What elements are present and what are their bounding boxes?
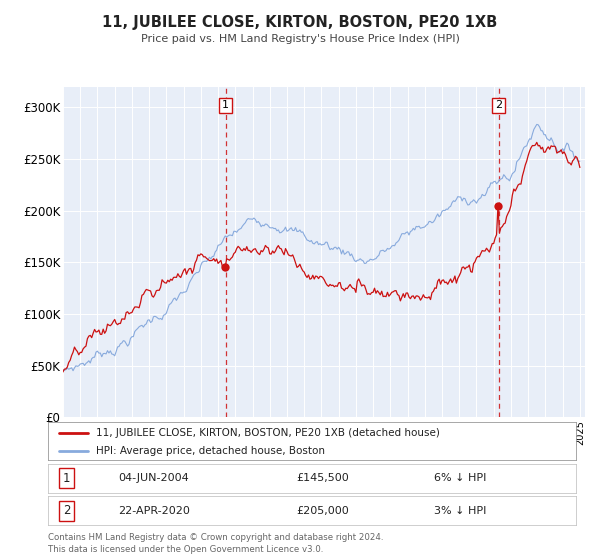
Text: HPI: Average price, detached house, Boston: HPI: Average price, detached house, Bost… [95, 446, 325, 456]
Text: 22-APR-2020: 22-APR-2020 [118, 506, 190, 516]
Text: 6% ↓ HPI: 6% ↓ HPI [434, 473, 486, 483]
Text: 2: 2 [63, 504, 70, 517]
Text: 3% ↓ HPI: 3% ↓ HPI [434, 506, 486, 516]
Text: £205,000: £205,000 [296, 506, 349, 516]
Text: Price paid vs. HM Land Registry's House Price Index (HPI): Price paid vs. HM Land Registry's House … [140, 34, 460, 44]
Text: £145,500: £145,500 [296, 473, 349, 483]
Text: 2: 2 [495, 100, 502, 110]
Text: 1: 1 [222, 100, 229, 110]
Text: Contains HM Land Registry data © Crown copyright and database right 2024.
This d: Contains HM Land Registry data © Crown c… [48, 533, 383, 554]
Text: 1: 1 [63, 472, 70, 485]
Text: 04-JUN-2004: 04-JUN-2004 [118, 473, 189, 483]
Text: 11, JUBILEE CLOSE, KIRTON, BOSTON, PE20 1XB: 11, JUBILEE CLOSE, KIRTON, BOSTON, PE20 … [103, 15, 497, 30]
Text: 11, JUBILEE CLOSE, KIRTON, BOSTON, PE20 1XB (detached house): 11, JUBILEE CLOSE, KIRTON, BOSTON, PE20 … [95, 427, 439, 437]
